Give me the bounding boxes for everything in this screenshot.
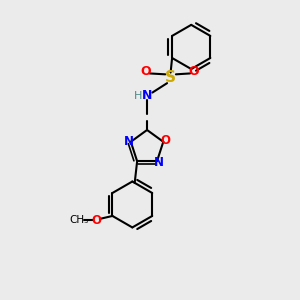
Text: H: H — [134, 91, 142, 100]
Text: S: S — [165, 70, 176, 86]
Text: N: N — [124, 135, 134, 148]
Text: O: O — [189, 65, 200, 79]
Text: O: O — [161, 134, 171, 147]
Text: O: O — [140, 65, 151, 79]
Text: N: N — [142, 89, 152, 102]
Text: N: N — [154, 155, 164, 169]
Text: CH₃: CH₃ — [69, 215, 88, 225]
Text: O: O — [91, 214, 101, 227]
